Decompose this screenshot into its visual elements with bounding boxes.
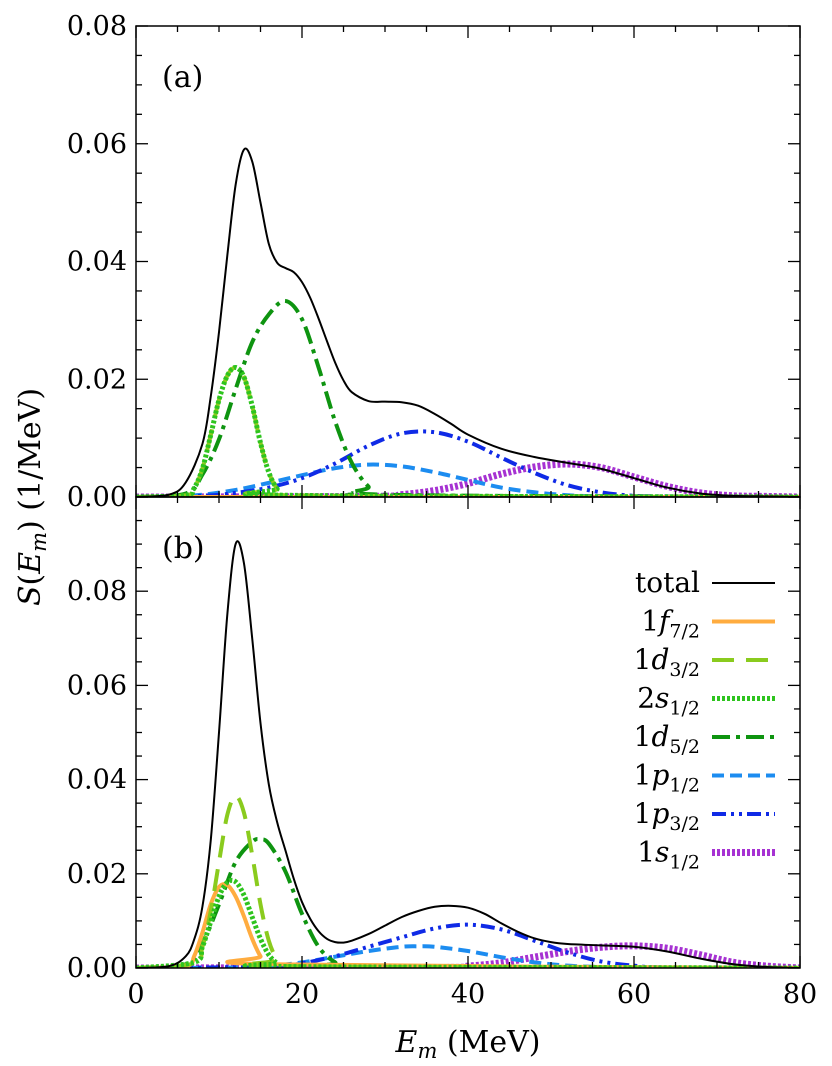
series-line-1d52 — [136, 298, 800, 497]
y-tick-label: 0.04 — [67, 247, 127, 278]
legend-entry-1d32: 1d3/2 — [634, 643, 775, 681]
panel-label: (a) — [162, 60, 203, 95]
legend-entry-1f72: 1f7/2 — [641, 605, 775, 643]
legend-label: 1p3/2 — [634, 797, 700, 835]
y-tick-label: 0.06 — [67, 670, 127, 701]
series-line-total — [136, 147, 800, 497]
legend-entry-1p12: 1p1/2 — [634, 759, 775, 797]
legend-label: 1s1/2 — [637, 836, 700, 874]
plot-frame — [135, 25, 801, 498]
series-line-total — [136, 540, 800, 968]
y-tick-label: 0.02 — [67, 364, 127, 395]
x-tick-label: 60 — [617, 979, 651, 1010]
legend-label: 1d5/2 — [634, 720, 700, 758]
legend-entry-total: total — [635, 566, 775, 599]
y-tick-label: 0.04 — [67, 765, 127, 796]
x-axis-title: 0 20 40 60 80 Em (MeV) — [127, 979, 817, 1063]
y-tick-label: 0.08 — [67, 576, 127, 607]
legend-entry-1d52: 1d5/2 — [634, 720, 775, 758]
series-line-1d52 — [136, 837, 800, 968]
y-tick-label: 0.08 — [67, 11, 127, 42]
series-line-2s12 — [136, 877, 800, 968]
legend-label: 1d3/2 — [634, 643, 700, 681]
x-tick-label: 80 — [783, 979, 817, 1010]
x-tick-label: 20 — [285, 979, 319, 1010]
series-line-1p12 — [136, 462, 800, 497]
legend-label: 1p1/2 — [634, 759, 700, 797]
legend-label: total — [635, 566, 700, 599]
y-tick-label: 0.00 — [67, 482, 127, 513]
y-tick-label: 0.06 — [67, 129, 127, 160]
legend-entry-2s12: 2s1/2 — [637, 682, 775, 720]
legend-entry-1s12: 1s1/2 — [637, 836, 775, 874]
y-axis-title: S(Em) (1/MeV) — [13, 388, 51, 606]
x-tick-label: 0 — [127, 979, 144, 1010]
panel-a: 0.00 0.02 0.04 0.06 0.08 (a) — [67, 11, 801, 513]
y-axis-title: S(Em) (1/MeV) — [13, 388, 51, 606]
panel-label: (b) — [162, 531, 205, 566]
series-line-2s12 — [136, 364, 800, 497]
series-group — [136, 147, 800, 497]
legend-entry-1p32: 1p3/2 — [634, 797, 775, 835]
series-group — [136, 540, 800, 968]
legend-label: 2s1/2 — [637, 682, 700, 720]
legend-label: 1f7/2 — [641, 605, 700, 643]
panel-b: 0.00 0.02 0.04 0.06 0.08 (b) — [67, 496, 801, 984]
x-axis-title: Em (MeV) — [395, 1025, 541, 1063]
y-tick-label: 0.00 — [67, 953, 127, 984]
y-tick-label: 0.02 — [67, 859, 127, 890]
x-tick-label: 40 — [451, 979, 485, 1010]
